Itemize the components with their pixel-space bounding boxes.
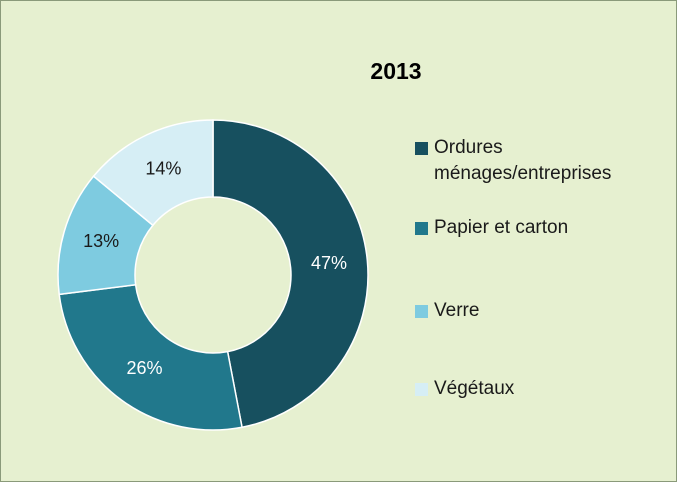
legend-swatch — [415, 305, 428, 318]
chart-title: 2013 — [370, 58, 421, 84]
donut-slice — [92, 119, 214, 227]
data-label: 14% — [145, 158, 181, 178]
legend-label: Papier et carton — [434, 217, 569, 238]
legend-label: Ordures ménages/entreprises — [434, 137, 612, 184]
data-label: 47% — [311, 253, 347, 273]
legend-label: Végétaux — [434, 378, 515, 399]
legend-swatch — [415, 142, 428, 155]
legend-swatch — [415, 383, 428, 396]
data-label: 26% — [127, 358, 163, 378]
legend-label: Verre — [434, 300, 480, 321]
donut-slice — [58, 283, 243, 431]
donut-slice — [212, 119, 369, 429]
legend-swatch — [415, 222, 428, 235]
data-label: 13% — [83, 231, 119, 251]
